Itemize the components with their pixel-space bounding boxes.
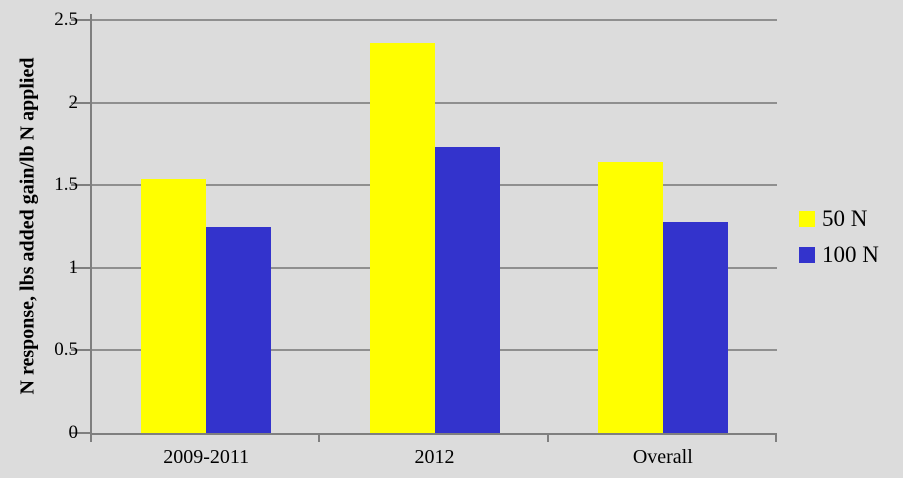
y-tick-mark [71,101,90,104]
bar-100n-overall [662,221,728,433]
x-tick-mark [318,433,321,442]
legend: 50 N 100 N [799,206,879,268]
bar-50n-2012 [369,43,435,433]
legend-label: 100 N [822,242,879,267]
legend-item: 100 N [799,242,879,268]
legend-label: 50 N [822,206,868,231]
gridline [92,19,777,21]
y-tick-label: 1.5 [54,174,78,196]
bar-50n-overall [597,162,663,433]
y-tick-label: 0.5 [54,339,78,361]
y-tick-mark [71,432,90,434]
bar-50n-2009-2011 [141,178,207,433]
y-axis-line [90,14,92,439]
y-tick-mark [71,266,90,269]
legend-swatch-50n [799,211,815,227]
x-tick-mark [90,433,92,442]
x-axis-line [90,433,777,435]
y-tick-label: 2.5 [54,9,78,30]
bar-100n-2009-2011 [206,226,272,433]
y-tick-label: 0 [68,422,79,443]
plot-area [92,19,777,433]
legend-item: 50 N [799,206,879,232]
y-tick-mark [71,19,90,21]
x-axis-label: 2012 [414,446,455,468]
x-tick-mark [546,433,549,442]
y-tick-mark [71,349,90,352]
gridline [92,101,777,104]
y-tick-label: 1 [68,256,79,278]
legend-swatch-100n [799,247,815,263]
x-axis-label: 2009-2011 [163,446,250,468]
y-tick-mark [71,184,90,187]
x-axis-label: Overall [632,446,693,468]
bar-100n-2012 [434,147,500,433]
y-tick-label: 2 [68,91,79,113]
x-tick-mark [775,433,777,442]
